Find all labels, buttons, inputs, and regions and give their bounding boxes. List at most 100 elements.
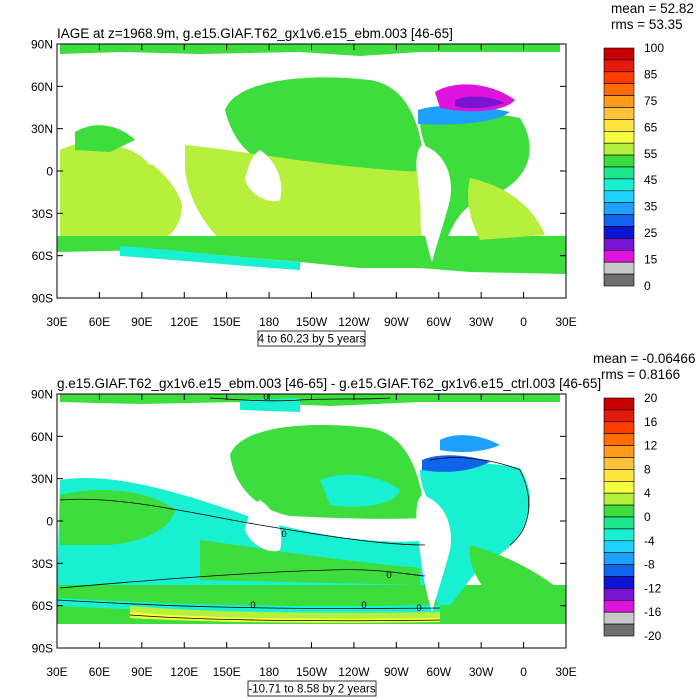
panel-top-mean: mean = 52.82 [611, 1, 694, 16]
top-lat-tick-label: 60N [31, 80, 53, 94]
indian-ocean-diff-field [60, 490, 175, 545]
arctic-ocean-field [60, 44, 560, 56]
south-pacific-field [185, 145, 425, 262]
bottom-contour-label: 0 [281, 529, 286, 540]
top-lon-tick-label: 180 [259, 315, 279, 329]
bottom-lat-tick-label: 90S [32, 642, 53, 656]
top-colorbar-label: 25 [644, 226, 658, 240]
panel-bottom-colorbar: 20 16 12 8 4 0 -4 -8 -12 -16 -20 [603, 391, 662, 643]
bottom-colorbar-swatch [603, 421, 635, 434]
bottom-lon-tick-label: 30W [469, 665, 494, 679]
bottom-lat-tick-label: 30S [32, 557, 53, 571]
bottom-lon-tick-label: 120E [170, 665, 198, 679]
top-colorbar-swatch [603, 226, 635, 239]
bottom-colorbar-label: 12 [644, 439, 658, 453]
top-lon-tick-label: 30E [555, 315, 576, 329]
bottom-colorbar-label: 8 [644, 462, 651, 476]
bottom-lat-tick-label: 60S [32, 599, 53, 613]
bottom-colorbar-swatch [603, 492, 635, 506]
top-colorbar-label: 65 [644, 120, 658, 134]
bottom-colorbar-swatch [603, 433, 635, 446]
top-colorbar-label: 75 [644, 94, 658, 108]
panel-bottom-mean: mean = -0.06466 [593, 351, 695, 366]
south-atlantic-field [468, 178, 545, 240]
panel-top-map [57, 44, 566, 298]
panel-top-info-box [257, 330, 366, 347]
indian-ocean-field [60, 142, 182, 245]
top-lat-tick-label: 30N [31, 122, 53, 136]
bottom-lon-tick-label: 30E [555, 665, 576, 679]
panel-top-colorbar: 100 85 75 65 55 45 35 25 15 0 [603, 41, 664, 293]
top-colorbar-swatch [603, 250, 635, 263]
bottom-colorbar-swatch [603, 623, 635, 637]
bottom-colorbar-swatch [603, 576, 635, 589]
panel-top-title: IAGE at z=1968.9m, g.e15.GIAF.T62_gx1v6.… [57, 26, 453, 41]
top-colorbar-swatch [603, 190, 635, 204]
bottom-lat-tick-label: 30N [31, 472, 53, 486]
top-colorbar-swatch [603, 273, 635, 287]
top-lon-tick-label: 90E [131, 315, 152, 329]
labrador-diff-field [422, 455, 490, 472]
bottom-colorbar-swatch [603, 480, 635, 494]
bottom-colorbar-swatch [603, 409, 635, 423]
bottom-colorbar-label: 0 [644, 510, 651, 524]
bottom-colorbar-swatch [603, 504, 635, 518]
bottom-colorbar-swatch [603, 528, 635, 542]
panel-bottom: g.e15.GIAF.T62_gx1v6.e15_ebm.003 [46-65]… [31, 351, 695, 697]
top-lat-tick-label: 90S [32, 292, 53, 306]
top-colorbar-label: 35 [644, 200, 658, 214]
top-colorbar-swatch [603, 119, 635, 132]
bottom-colorbar-swatch [603, 445, 635, 458]
bottom-colorbar-label: -20 [644, 629, 662, 643]
east-pacific-diff-field [320, 474, 400, 507]
panel-bottom-info-text: -10.71 to 8.58 by 2 years [248, 684, 375, 696]
bottom-lon-tick-label: 90E [131, 665, 152, 679]
bottom-colorbar-swatch [603, 588, 635, 601]
bottom-lon-tick-label: 60E [89, 665, 110, 679]
top-colorbar-swatch [603, 107, 635, 120]
top-colorbar-label: 0 [644, 279, 651, 293]
bottom-lat-tick-label: 90N [31, 388, 53, 402]
top-lon-tick-label: 90W [384, 315, 409, 329]
bottom-contour-label: 0 [361, 600, 366, 611]
top-colorbar-swatch [603, 166, 635, 180]
top-lat-tick-label: 0 [46, 165, 53, 179]
north-pacific-field [225, 77, 425, 173]
top-colorbar-swatch [603, 83, 635, 96]
atlantic-diff-field [420, 463, 530, 605]
top-lon-tick-label: 30W [469, 315, 494, 329]
bottom-colorbar-swatch [603, 540, 635, 553]
top-colorbar-swatch [603, 238, 635, 251]
arctic-diff-field [60, 394, 560, 406]
top-colorbar-swatch [603, 214, 635, 227]
bottom-colorbar-label: 4 [644, 486, 651, 500]
top-colorbar-swatch [603, 154, 635, 168]
top-colorbar-label: 100 [644, 41, 664, 55]
bottom-contour-label: 0 [416, 603, 421, 614]
bottom-lon-tick-label: 90W [384, 665, 409, 679]
panel-top-axes: 90N 60N 30N 0 30S 60S 90S 30E 60E 90E 120E 150E 180… [31, 38, 577, 330]
panel-bottom-title: g.e15.GIAF.T62_gx1v6.e15_ebm.003 [46-65]… [57, 376, 601, 391]
panel-top-info-text: 4 to 60.23 by 5 years [258, 334, 366, 346]
top-lon-tick-label: 120E [170, 315, 198, 329]
top-lat-tick-label: 90N [31, 38, 53, 52]
top-colorbar-label: 55 [644, 147, 658, 161]
top-lon-tick-label: 30E [46, 315, 67, 329]
top-lon-tick-label: 60W [426, 315, 451, 329]
bottom-colorbar-swatch [603, 611, 635, 625]
top-colorbar-swatch [603, 47, 635, 61]
top-colorbar-swatch [603, 71, 635, 85]
southern-ocean-young-water [120, 246, 300, 270]
top-lon-tick-label: 0 [520, 315, 527, 329]
top-colorbar-swatch [603, 95, 635, 108]
top-colorbar-label: 15 [644, 253, 658, 267]
top-colorbar-label: 45 [644, 173, 658, 187]
bottom-lon-tick-label: 150E [213, 665, 241, 679]
panel-bottom-map [57, 394, 566, 648]
bottom-colorbar-swatch [603, 564, 635, 577]
bottom-colorbar-label: -16 [644, 605, 662, 619]
panel-top-rms: rms = 53.35 [611, 17, 683, 32]
panel-top: IAGE at z=1968.9m, g.e15.GIAF.T62_gx1v6.… [31, 1, 694, 347]
panel-bottom-contours [57, 397, 530, 622]
top-lon-tick-label: 150W [296, 315, 328, 329]
